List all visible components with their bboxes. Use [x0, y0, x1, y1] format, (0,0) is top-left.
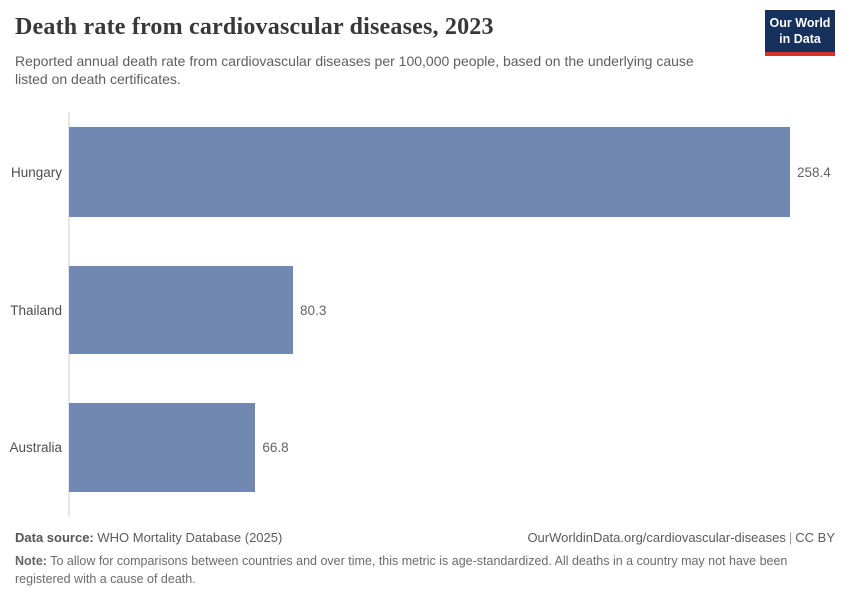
bar-chart: Hungary 258.4 Thailand 80.3 Australia 66… — [0, 112, 850, 517]
data-source-label: Data source: — [15, 530, 94, 545]
bar-row: Hungary 258.4 — [0, 127, 850, 217]
source-row: Data source: WHO Mortality Database (202… — [15, 530, 835, 545]
bar[interactable] — [69, 127, 790, 217]
bar[interactable] — [69, 403, 256, 492]
owid-logo[interactable]: Our World in Data — [765, 10, 835, 56]
note-label: Note: — [15, 554, 47, 568]
chart-subtitle: Reported annual death rate from cardiova… — [15, 53, 694, 88]
bar-row: Australia 66.8 — [0, 403, 850, 492]
data-source: Data source: WHO Mortality Database (202… — [15, 530, 282, 545]
attribution-separator: | — [788, 530, 793, 545]
country-label: Hungary — [10, 164, 62, 180]
note-row: Note: To allow for comparisons between c… — [15, 552, 835, 588]
data-source-text: WHO Mortality Database (2025) — [93, 530, 283, 545]
license-link[interactable]: CC BY — [795, 530, 835, 545]
owid-logo-line1: Our World — [769, 16, 831, 30]
value-label: 66.8 — [262, 440, 289, 455]
owid-link[interactable]: OurWorldinData.org/cardiovascular-diseas… — [527, 530, 786, 545]
owid-logo-line2: in Data — [779, 32, 821, 47]
bar[interactable] — [69, 266, 294, 354]
value-label: 258.4 — [797, 164, 831, 180]
chart-footer: Data source: WHO Mortality Database (202… — [15, 530, 835, 588]
attribution: OurWorldinData.org/cardiovascular-diseas… — [527, 530, 835, 545]
note-text: To allow for comparisons between countri… — [15, 554, 788, 587]
value-label: 80.3 — [300, 302, 327, 318]
country-label: Thailand — [10, 302, 62, 318]
page-title: Death rate from cardiovascular diseases,… — [15, 14, 494, 40]
country-label: Australia — [9, 440, 62, 455]
bar-row: Thailand 80.3 — [0, 266, 850, 354]
